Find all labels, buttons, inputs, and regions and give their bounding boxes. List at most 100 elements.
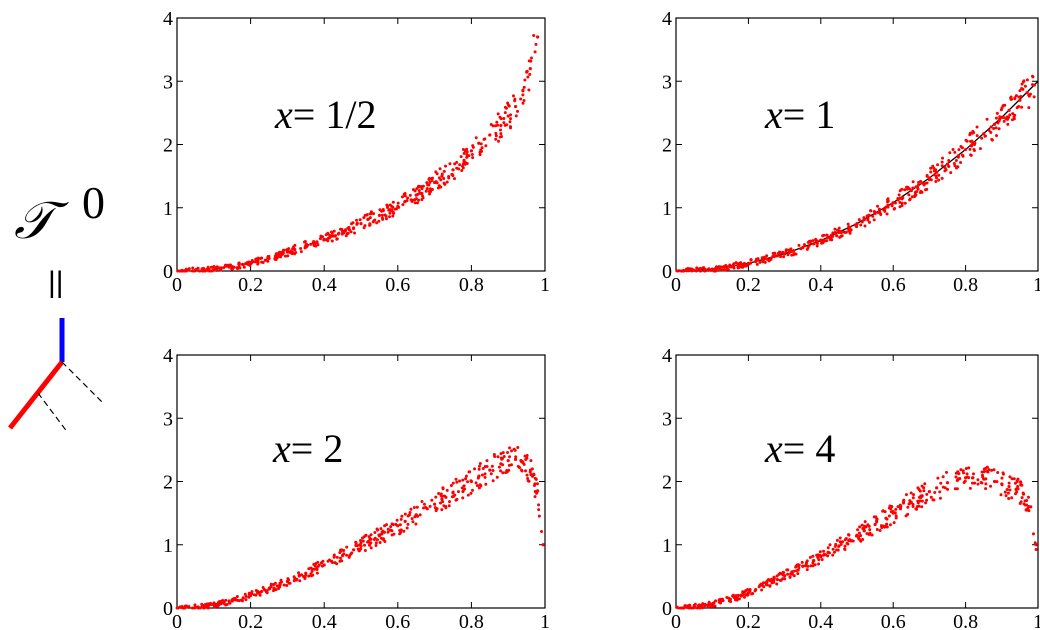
data-point-cloud (367, 535, 371, 539)
data-point-cloud (374, 544, 378, 548)
data-point-cloud (221, 598, 225, 602)
y-tick-label: 1 (662, 198, 672, 220)
data-point (528, 67, 532, 71)
data-point-cloud (989, 484, 993, 488)
data-point-cloud (286, 254, 290, 258)
data-point-cloud (975, 125, 979, 129)
data-point-cloud (934, 174, 938, 178)
data-point (377, 213, 381, 217)
data-point-cloud (460, 486, 464, 490)
data-point-cloud (495, 475, 499, 479)
data-point-cloud (898, 189, 902, 193)
data-point-cloud (263, 258, 267, 262)
data-point-cloud (939, 481, 943, 485)
data-point-cloud (428, 180, 432, 184)
data-point-cloud (498, 128, 502, 132)
data-point-cloud (811, 554, 815, 558)
data-point-cloud (461, 148, 465, 152)
data-point (241, 596, 245, 600)
data-point-cloud (915, 185, 919, 189)
data-point-cloud (718, 601, 722, 605)
data-point-cloud (824, 553, 828, 557)
data-point-cloud (676, 269, 680, 273)
data-point-cloud (351, 227, 355, 231)
data-point-cloud (765, 581, 769, 585)
data-point-cloud (333, 234, 337, 238)
data-point-cloud (286, 248, 290, 252)
data-point-cloud (369, 210, 373, 214)
data-point-cloud (923, 482, 927, 486)
data-point-cloud (705, 603, 709, 607)
data-point-cloud (273, 587, 277, 591)
data-point-cloud (762, 585, 766, 589)
data-point-cloud (879, 213, 883, 217)
data-point-cloud (932, 169, 936, 173)
data-point-cloud (883, 525, 887, 529)
data-point-cloud (770, 577, 774, 581)
data-point-cloud (1020, 496, 1024, 500)
data-point-cloud (959, 161, 963, 165)
data-point-cloud (376, 528, 380, 532)
x-tick-label: 0.4 (808, 274, 833, 296)
data-point-cloud (366, 217, 370, 221)
x-tick-label: 0.2 (736, 274, 761, 296)
data-point-cloud (345, 553, 349, 557)
data-point-cloud (444, 164, 448, 168)
data-point-cloud (748, 589, 752, 593)
data-point-cloud (800, 560, 804, 564)
data-point-cloud (998, 117, 1002, 121)
data-point-cloud (297, 571, 301, 575)
data-point-cloud (941, 156, 945, 160)
data-point-cloud (470, 488, 474, 492)
data-point-cloud (381, 217, 385, 221)
data-point-cloud (229, 263, 233, 267)
data-point-cloud (461, 478, 465, 482)
data-point-cloud (508, 455, 512, 459)
y-tick-label: 4 (662, 8, 672, 30)
data-point-cloud (911, 186, 915, 190)
data-point-cloud (377, 219, 381, 223)
data-point-cloud (491, 124, 495, 128)
data-point-cloud (805, 561, 809, 565)
data-point-cloud (900, 201, 904, 205)
data-point-cloud (414, 513, 418, 517)
data-point-cloud (478, 153, 482, 157)
data-point-cloud (924, 188, 928, 192)
data-point-cloud (805, 559, 809, 563)
data-point-cloud (484, 482, 488, 486)
data-point-cloud (731, 593, 735, 597)
data-point-cloud (421, 194, 425, 198)
data-point-cloud (449, 484, 453, 488)
data-point-cloud (358, 218, 362, 222)
data-point-cloud (406, 522, 410, 526)
data-point-cloud (238, 266, 242, 270)
data-point-cloud (380, 209, 384, 213)
data-point-cloud (1015, 479, 1019, 483)
data-point-cloud (973, 141, 977, 145)
data-point-cloud (393, 207, 397, 211)
data-point-cloud (478, 464, 482, 468)
data-point-cloud (240, 262, 244, 266)
data-point-cloud (531, 474, 535, 478)
data-point-cloud (788, 575, 792, 579)
data-point-cloud (187, 267, 191, 271)
data-point-cloud (408, 511, 412, 515)
data-point-cloud (831, 231, 835, 235)
data-point-cloud (910, 195, 914, 199)
data-point-cloud (707, 268, 711, 272)
data-point-cloud (322, 238, 326, 242)
data-point-cloud (729, 600, 733, 604)
data-point-cloud (872, 209, 876, 213)
data-point-cloud (1004, 117, 1008, 121)
annotation-value: = 4 (783, 426, 836, 471)
tree-dashed-lower (37, 392, 69, 434)
data-point-cloud (937, 178, 941, 182)
data-point-cloud (437, 491, 441, 495)
data-point-cloud (440, 494, 444, 498)
data-point-cloud (450, 495, 454, 499)
data-point-cloud (456, 490, 460, 494)
data-point-cloud (985, 117, 989, 121)
data-point-cloud (312, 562, 316, 566)
data-point-cloud (338, 559, 342, 563)
data-point-cloud (233, 596, 237, 600)
